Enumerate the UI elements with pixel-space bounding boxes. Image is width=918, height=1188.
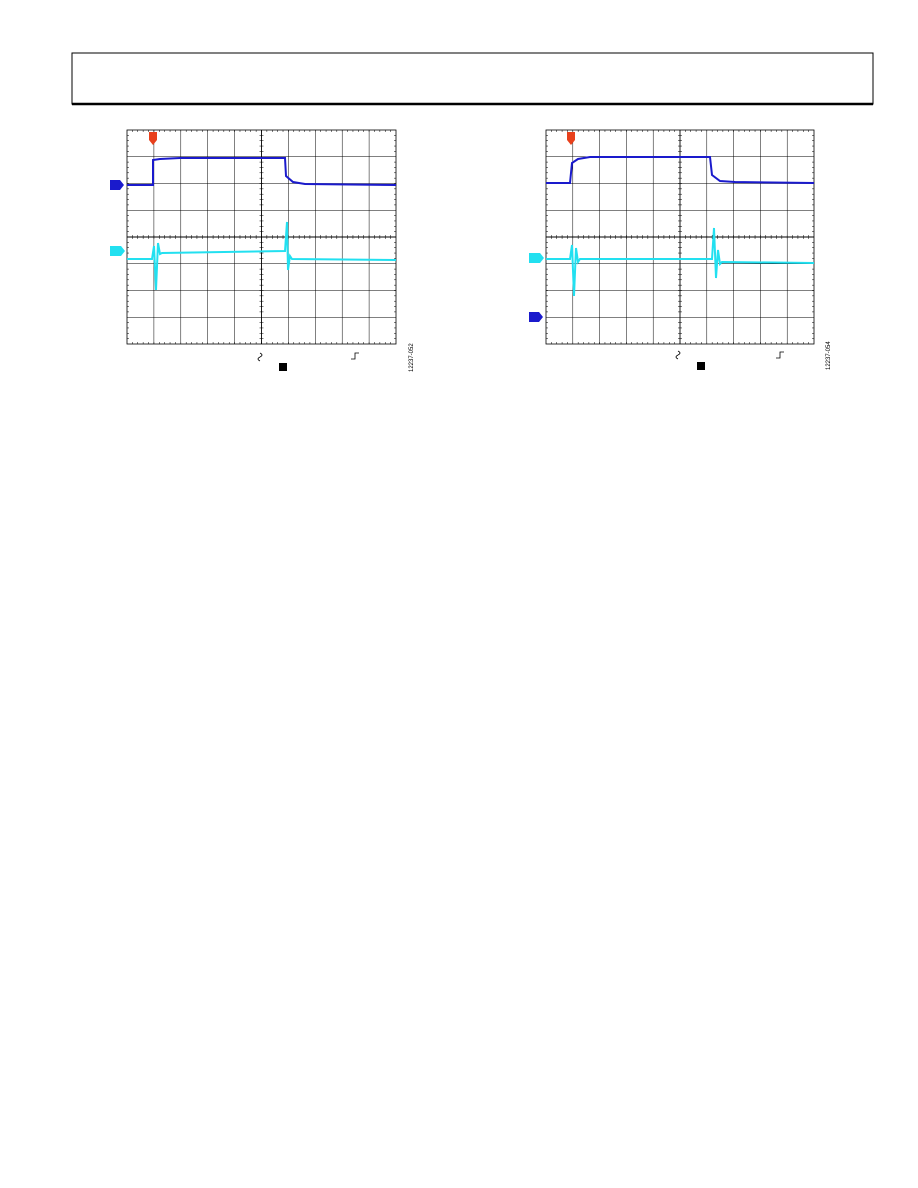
coupling-symbol [257,352,263,362]
trace-channel-1 [546,156,815,184]
figure-id: 12237-054 [826,341,832,370]
trigger-marker [149,132,157,145]
trace-channel-2 [127,221,397,291]
scope-plot [126,129,397,345]
scope-plot [545,129,815,345]
trigger-marker [567,132,575,145]
status-square [697,362,705,370]
figure-id: 12237-052 [409,343,415,372]
channel-2-marker [529,253,544,263]
channel-1-marker [529,312,543,322]
trace-channel-2 [546,227,815,297]
trigger-symbol [351,352,359,360]
channel-1-marker [110,180,124,190]
coupling-symbol [675,350,681,360]
trace-channel-1 [127,157,397,186]
status-square [279,363,287,371]
header-box [71,52,874,105]
channel-2-marker [110,246,125,256]
trigger-symbol [776,351,784,359]
